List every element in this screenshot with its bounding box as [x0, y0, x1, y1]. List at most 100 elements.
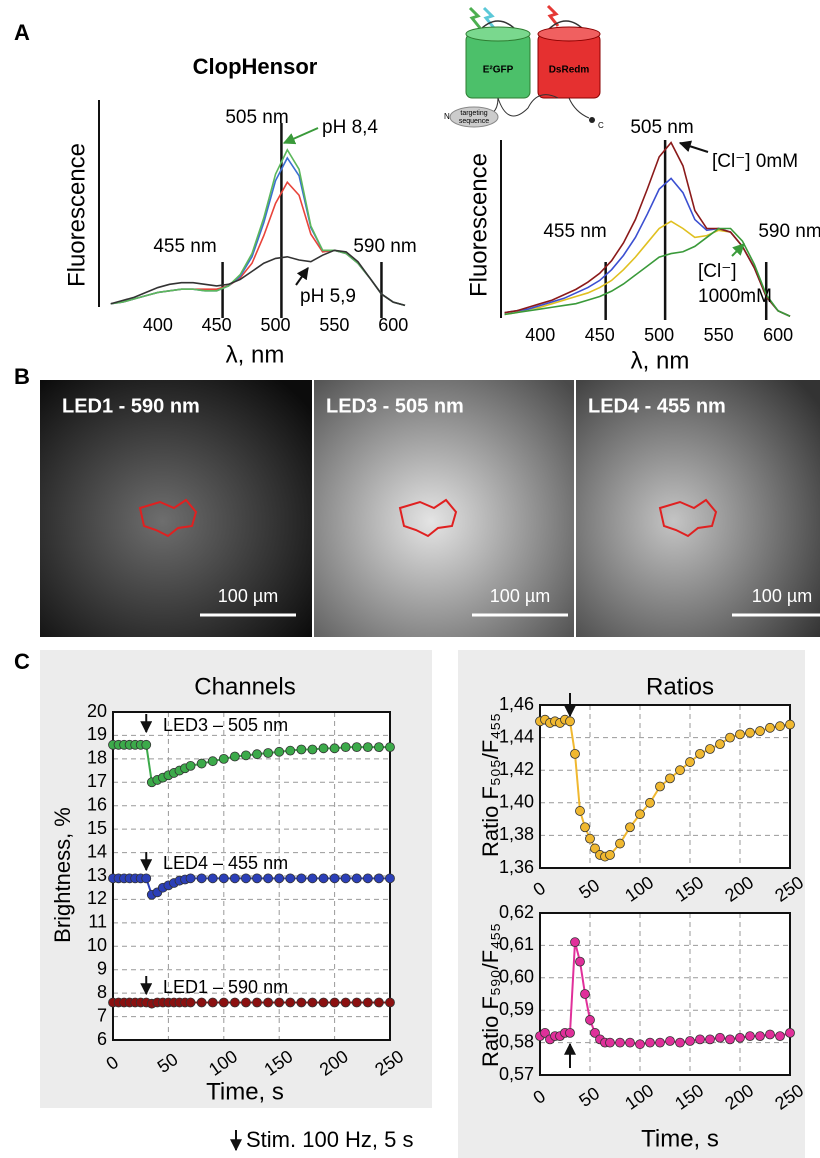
wavelength-label: 590 nm: [758, 221, 820, 242]
x-tick-label: 450: [202, 315, 232, 335]
diagram-label: targeting: [460, 110, 487, 117]
wavelength-label: 505 nm: [630, 117, 693, 138]
data-point: [351, 742, 362, 753]
y-tick-label: 9: [97, 958, 107, 978]
y-axis-label: Ratio F₅₀₅/F₄₅₅: [478, 713, 503, 857]
data-point: [615, 1037, 625, 1048]
data-point: [252, 997, 262, 1008]
data-point: [765, 722, 775, 733]
data-point: [575, 956, 585, 967]
data-point: [329, 873, 340, 884]
data-point: [296, 873, 307, 884]
y-tick-label: 1,42: [499, 759, 534, 779]
data-point: [615, 838, 625, 849]
annotation: pH 5,9: [300, 286, 356, 307]
x-tick-label: 400: [525, 325, 555, 345]
data-point: [252, 749, 262, 760]
data-point: [285, 745, 296, 756]
y-axis-label: Fluorescence: [63, 143, 90, 287]
chart-title: ClopHensor: [193, 54, 318, 79]
data-point: [207, 873, 218, 884]
data-point: [285, 997, 296, 1008]
annotation: [Cl⁻]: [698, 261, 737, 282]
panel-letter: C: [14, 649, 30, 674]
data-point: [296, 997, 307, 1008]
data-point: [665, 1036, 675, 1046]
data-point: [385, 997, 395, 1008]
wavelength-label: 455 nm: [153, 236, 216, 257]
arrow: [731, 243, 745, 257]
y-axis-label: Fluorescence: [465, 153, 492, 297]
data-point: [196, 873, 207, 884]
y-axis-label: Brightness, %: [50, 807, 75, 943]
data-point: [575, 806, 585, 816]
data-point: [705, 1034, 715, 1045]
data-point: [625, 1037, 635, 1048]
data-point: [185, 997, 196, 1008]
y-tick-label: 10: [87, 935, 107, 955]
y-tick-label: 17: [87, 771, 107, 791]
data-point: [775, 1031, 785, 1042]
data-point: [635, 809, 645, 820]
data-point: [605, 1037, 615, 1048]
annotation: pH 8,4: [322, 117, 378, 138]
wavelength-label: 455 nm: [543, 221, 606, 242]
data-point: [263, 997, 274, 1008]
y-axis-label: Ratio F₅₉₀/F₄₅₅: [478, 923, 503, 1067]
y-tick-label: 20: [87, 701, 107, 721]
data-point: [185, 873, 196, 884]
y-tick-label: 0,60: [499, 967, 534, 987]
data-point: [385, 873, 395, 884]
y-tick-label: 1,36: [499, 857, 534, 877]
data-point: [252, 873, 262, 884]
y-tick-label: 1,40: [499, 792, 534, 812]
schematic: E²GFP DsRedm targeting sequence N C: [444, 4, 604, 130]
data-point: [141, 739, 152, 750]
x-axis-label: Time, s: [206, 1078, 284, 1105]
data-point: [745, 727, 755, 738]
data-point: [745, 1031, 755, 1042]
y-tick-label: 18: [87, 748, 107, 768]
data-point: [329, 743, 340, 754]
data-point: [351, 997, 362, 1008]
x-tick-label: 500: [261, 315, 291, 335]
data-point: [185, 760, 196, 771]
data-point: [340, 997, 351, 1008]
data-point: [715, 1032, 725, 1043]
chart-title: Ratios: [646, 673, 714, 700]
data-point: [229, 873, 240, 884]
y-tick-label: 0,58: [499, 1031, 534, 1051]
image-label: LED1 - 590 nm: [62, 395, 200, 417]
y-tick-label: 8: [97, 982, 107, 1002]
diagram-label: E²GFP: [483, 65, 514, 76]
data-point: [141, 873, 152, 884]
data-point: [351, 873, 362, 884]
wavelength-label: 590 nm: [353, 236, 416, 257]
data-point: [755, 726, 765, 736]
data-point: [645, 1037, 655, 1048]
annotation: [Cl⁻] 0mM: [712, 151, 798, 172]
data-point: [374, 997, 384, 1008]
data-point: [785, 1027, 795, 1038]
y-tick-label: 0,57: [499, 1064, 534, 1084]
wavelength-label: 505 nm: [225, 107, 288, 128]
data-point: [207, 997, 218, 1008]
y-tick-label: 0,61: [499, 934, 534, 954]
y-tick-label: 14: [87, 841, 107, 861]
data-point: [625, 822, 635, 833]
series-line: [110, 156, 406, 307]
data-point: [580, 989, 590, 999]
x-tick-label: 500: [644, 325, 674, 345]
data-point: [590, 843, 600, 854]
data-point: [362, 873, 373, 884]
data-point: [263, 873, 274, 884]
data-point: [755, 1031, 765, 1042]
x-axis-label: Time, s: [641, 1125, 719, 1152]
data-point: [565, 716, 575, 727]
data-point: [540, 1027, 550, 1038]
data-point: [565, 1027, 575, 1038]
data-point: [785, 719, 795, 730]
scale-bar-label: 100 µm: [218, 586, 278, 606]
data-point: [218, 873, 229, 884]
data-point: [241, 873, 251, 884]
